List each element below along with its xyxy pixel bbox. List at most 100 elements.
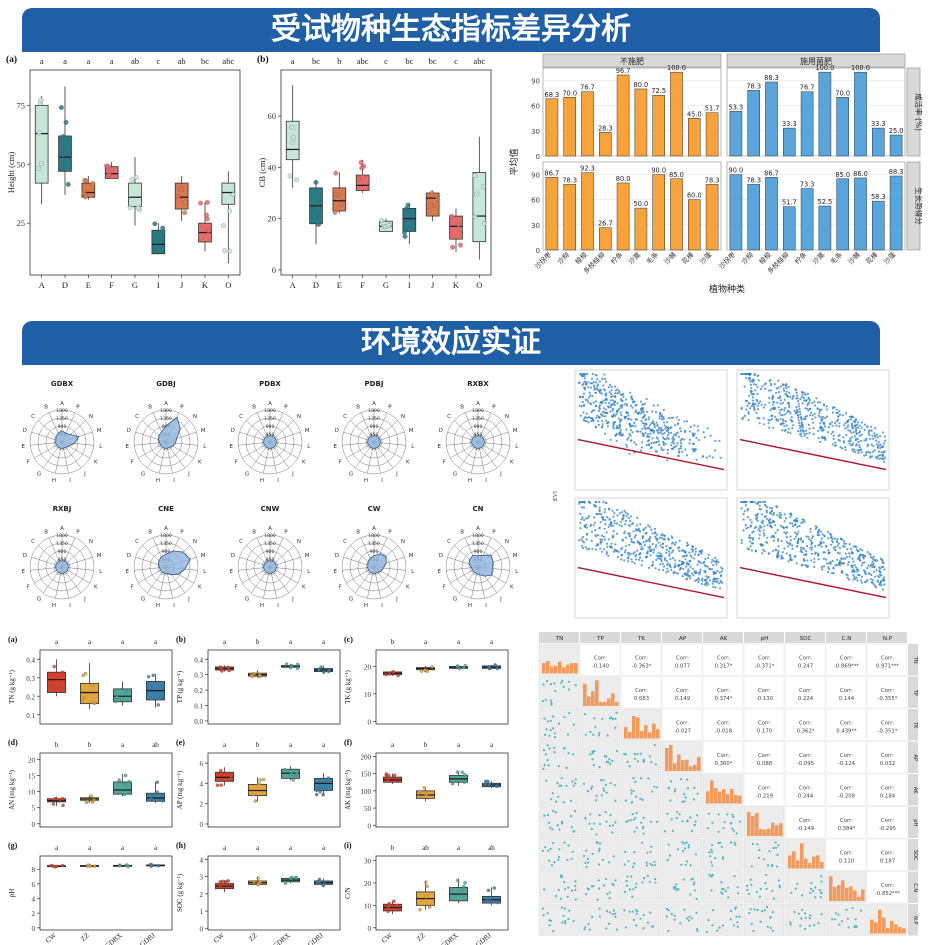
scatter-point: [742, 513, 745, 516]
scatter-point: [749, 545, 752, 548]
panel-label: (b): [176, 635, 186, 644]
scatter-point: [810, 559, 813, 562]
y-axis-label: AN (mg kg⁻¹): [8, 769, 16, 810]
header-label: TP: [912, 689, 918, 696]
scatter-point: [616, 392, 619, 395]
scatter-point: [820, 537, 823, 540]
data-point: [386, 779, 390, 783]
scatter-point: [800, 396, 803, 399]
radar-ring-label: 900: [370, 424, 379, 430]
scatter-point: [858, 444, 861, 447]
scatter-point: [692, 883, 695, 886]
scatter-point: [611, 824, 615, 827]
scatter-point: [758, 526, 761, 529]
scatter-point: [850, 415, 853, 419]
data-point: [457, 666, 462, 671]
scatter-point: [594, 404, 597, 407]
scatter-point: [871, 455, 874, 458]
scatter-point: [752, 399, 755, 402]
scatter-point: [805, 415, 808, 418]
scatter-point: [701, 455, 704, 458]
scatter-point: [814, 551, 817, 554]
scatter-point: [880, 565, 883, 569]
scatter-point: [757, 379, 760, 382]
scatter-point: [689, 565, 692, 568]
scatter-point: [801, 426, 804, 429]
scatter-point: [619, 428, 622, 431]
bar: [747, 90, 761, 157]
scatter-point: [596, 898, 599, 901]
pairs-cell: [825, 773, 867, 806]
scatter-point: [846, 917, 849, 920]
scatter-point: [631, 813, 634, 816]
scatter-point: [573, 810, 576, 813]
data-point: [422, 786, 427, 790]
scatter-point: [598, 732, 601, 735]
scatter-point: [661, 546, 664, 549]
scatter-point: [856, 438, 859, 441]
data-point: [123, 782, 127, 786]
scatter-point: [845, 434, 848, 437]
scatter-point: [782, 402, 785, 405]
radar-area: [471, 435, 485, 449]
scatter-point: [633, 562, 636, 565]
scatter-point: [808, 398, 811, 402]
scatter-point: [660, 558, 663, 561]
scatter-point: [541, 849, 544, 852]
data-point: [135, 205, 141, 211]
pairs-cell: [620, 676, 662, 709]
scatter-point: [726, 813, 729, 816]
y-tick-label: 10: [28, 789, 36, 797]
scatter-point: [662, 534, 666, 537]
scatter-point: [670, 568, 673, 571]
bar-value-label: 100.0: [851, 64, 870, 72]
scatter-point: [569, 815, 573, 818]
scatter-point: [762, 529, 765, 532]
scatter-point: [737, 892, 740, 895]
scatter-point: [668, 854, 671, 857]
bar-value-label: 85.0: [669, 171, 684, 179]
radar-direction-label: J: [291, 597, 294, 603]
scatter-point: [712, 560, 716, 563]
scatter-point: [743, 385, 746, 388]
scatter-point: [599, 521, 602, 524]
pairs-cell: [866, 643, 908, 676]
scatter-point: [638, 543, 641, 546]
radar-title: GDBJ: [156, 380, 176, 388]
histogram-bar: [808, 863, 812, 869]
pairs-cell: [579, 643, 621, 676]
scatter-point: [744, 399, 747, 402]
scatter-point: [766, 536, 769, 539]
data-point: [492, 886, 497, 890]
scatter-point: [770, 536, 773, 539]
scatter-point: [827, 571, 830, 574]
scatter-point: [845, 908, 848, 911]
radar-direction-label: A: [60, 401, 64, 407]
scatter-point: [718, 582, 721, 585]
scatter-point: [578, 395, 582, 398]
header-label: AP: [912, 755, 918, 761]
x-tick-label: J: [431, 280, 435, 290]
scatter-point: [877, 575, 880, 578]
scatter-point: [694, 820, 697, 823]
scatter-point: [846, 426, 849, 429]
scatter-point: [871, 434, 874, 437]
scatter-point: [809, 546, 812, 549]
scatter-point: [659, 552, 662, 555]
y-tick-label: 10: [364, 691, 372, 699]
bar: [581, 172, 594, 251]
scatter-point: [614, 799, 617, 802]
histogram-bar: [611, 693, 615, 706]
scatter-point: [633, 753, 636, 756]
scatter-point: [821, 533, 824, 536]
scatter-point: [796, 541, 799, 545]
scatter-point: [769, 524, 772, 527]
scatter-point: [850, 431, 853, 434]
scatter-point: [587, 381, 590, 384]
scatter-point: [636, 752, 639, 756]
header-label: C.N: [842, 636, 852, 642]
corr-value: 0.224: [798, 696, 814, 702]
scatter-point: [681, 800, 684, 803]
scatter-point: [611, 524, 615, 527]
scatter-point: [591, 372, 594, 376]
